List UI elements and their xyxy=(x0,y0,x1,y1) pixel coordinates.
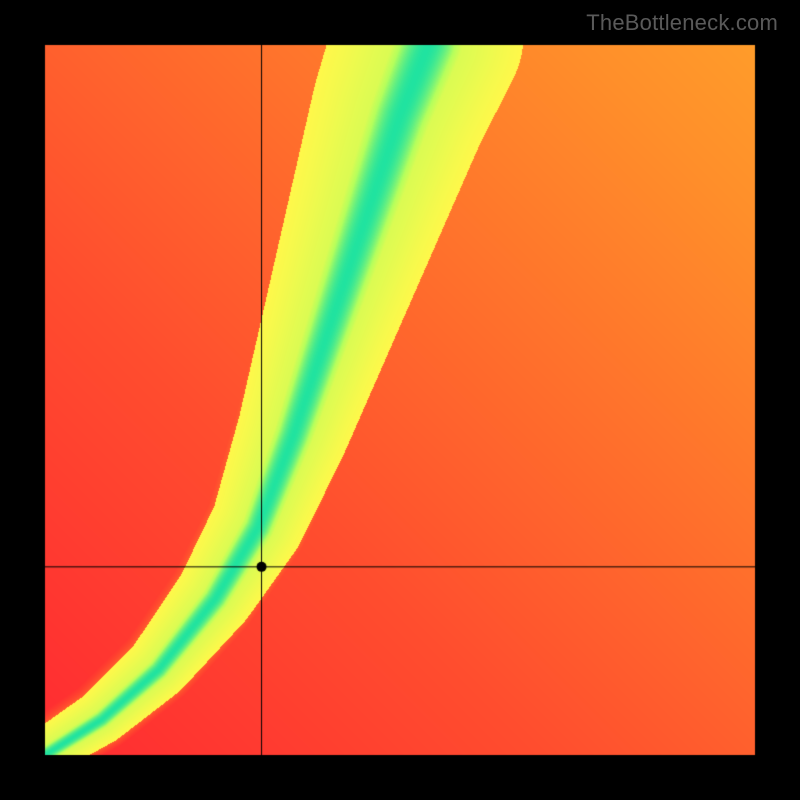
chart-container: { "meta": { "watermark_text": "TheBottle… xyxy=(0,0,800,800)
bottleneck-heatmap xyxy=(0,0,800,800)
watermark-text: TheBottleneck.com xyxy=(586,10,778,36)
